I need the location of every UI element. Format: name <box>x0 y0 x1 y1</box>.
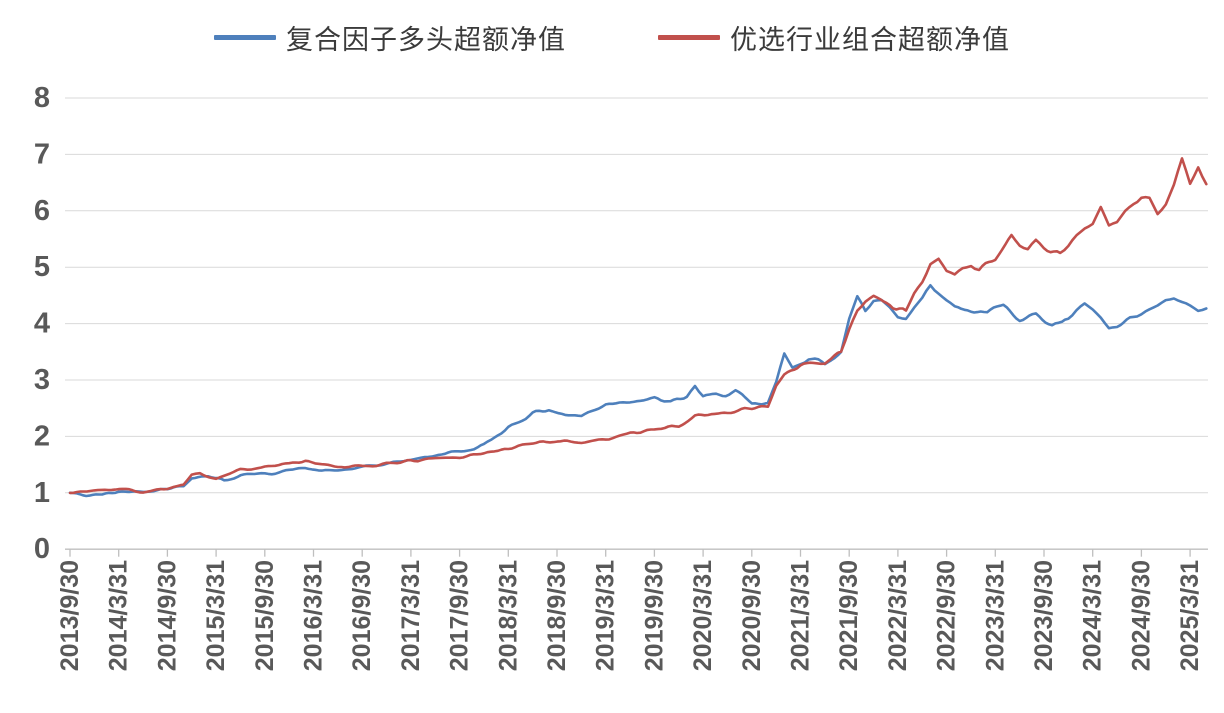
y-axis-labels: 0 1 2 3 4 5 6 7 8 <box>34 82 50 565</box>
x-axis-label-2016/9/30: 2016/9/30 <box>348 560 376 671</box>
legend-line-swatch-blue <box>214 35 276 40</box>
x-axis-label-2017/9/30: 2017/9/30 <box>446 560 474 671</box>
legend-item-composite-factor: 复合因子多头超额净值 <box>214 18 566 57</box>
x-axis-label-2022/9/30: 2022/9/30 <box>933 560 961 671</box>
y-axis-label-3: 3 <box>34 364 50 396</box>
x-axis-label-2021/9/30: 2021/9/30 <box>835 560 863 671</box>
y-axis-label-5: 5 <box>34 251 50 283</box>
x-axis-label-2016/3/31: 2016/3/31 <box>300 560 328 671</box>
x-axis-label-2014/3/31: 2014/3/31 <box>105 560 133 671</box>
x-axis-label-2018/3/31: 2018/3/31 <box>494 560 522 671</box>
legend-line-swatch-red <box>658 35 720 40</box>
x-axis-labels: 2013/9/30 2014/3/31 2014/9/30 2015/3/31 2015… <box>56 560 1204 671</box>
x-axis-label-2023/3/31: 2023/3/31 <box>981 560 1009 671</box>
x-axis-label-2019/3/31: 2019/3/31 <box>592 560 620 671</box>
y-axis-label-8: 8 <box>34 82 50 114</box>
y-axis-label-1: 1 <box>34 477 50 509</box>
legend-item-label: 优选行业组合超额净值 <box>730 25 1010 55</box>
y-axis-label-0: 0 <box>34 533 50 565</box>
y-axis-label-2: 2 <box>34 420 50 452</box>
x-axis-label-2014/9/30: 2014/9/30 <box>153 560 181 671</box>
x-axis-label-2017/3/31: 2017/3/31 <box>397 560 425 671</box>
x-axis-label-2021/3/31: 2021/3/31 <box>787 560 815 671</box>
x-axis-label-2024/3/31: 2024/3/31 <box>1079 560 1107 671</box>
x-axis-label-2015/9/30: 2015/9/30 <box>251 560 279 671</box>
x-axis-label-2023/9/30: 2023/9/30 <box>1030 560 1058 671</box>
y-gridlines <box>65 97 1208 494</box>
x-axis-label-2018/9/30: 2018/9/30 <box>543 560 571 671</box>
x-axis-label-2022/3/31: 2022/3/31 <box>884 560 912 671</box>
y-axis-label-7: 7 <box>34 138 50 170</box>
y-axis-label-6: 6 <box>34 195 50 227</box>
series-line-preferred-industry <box>68 157 1208 495</box>
x-axis-label-2024/9/30: 2024/9/30 <box>1127 560 1155 671</box>
x-axis-label-2019/9/30: 2019/9/30 <box>640 560 668 671</box>
x-axis-label-2025/3/31: 2025/3/31 <box>1176 560 1204 671</box>
legend-item-preferred-industry: 优选行业组合超额净值 <box>658 18 1010 57</box>
x-axis <box>65 548 1208 557</box>
series-line-composite-factor <box>68 284 1208 498</box>
x-axis-label-2013/9/30: 2013/9/30 <box>56 560 84 671</box>
legend-item-label: 复合因子多头超额净值 <box>286 25 566 55</box>
chart-legend: 复合因子多头超额净值 优选行业组合超额净值 <box>0 18 1224 57</box>
x-axis-label-2015/3/31: 2015/3/31 <box>202 560 230 671</box>
x-axis-label-2020/9/30: 2020/9/30 <box>738 560 766 671</box>
y-axis-label-4: 4 <box>34 308 50 340</box>
x-axis-label-2020/3/31: 2020/3/31 <box>689 560 717 671</box>
